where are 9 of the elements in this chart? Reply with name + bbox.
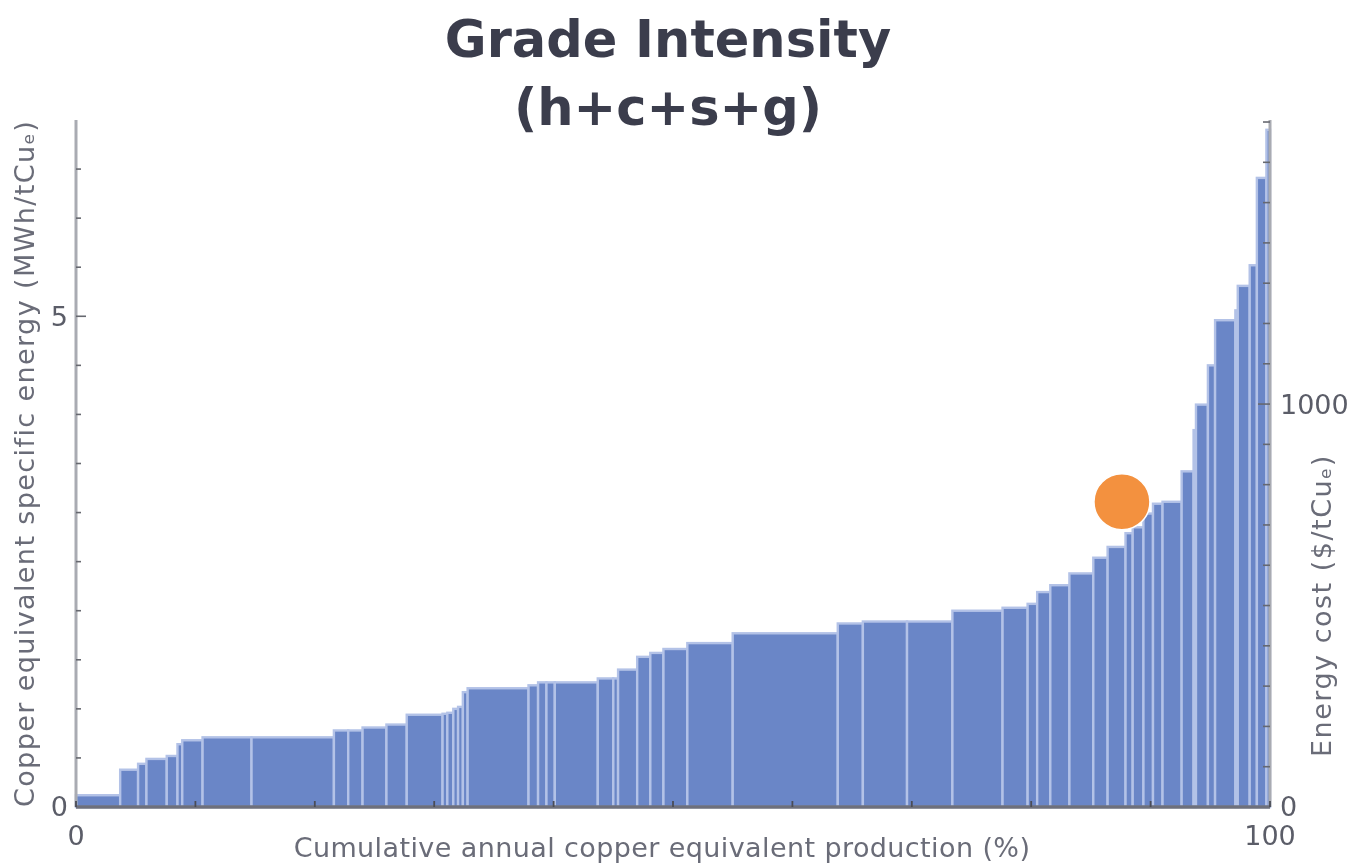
x-axis-title: Cumulative annual copper equivalent production (%) <box>293 832 1031 863</box>
y-tick-label: 5 <box>50 300 68 332</box>
y2-tick-label: 1000 <box>1280 388 1349 420</box>
y-axis-title: Copper equivalent specific energy (MWh/tCuₑ) <box>9 119 40 808</box>
y2-tick-label: 0 <box>1280 791 1298 823</box>
chart-title: Grade Intensity <box>444 10 892 69</box>
chart-subtitle: (h+c+s+g) <box>513 78 823 137</box>
x-tick-label: 100 <box>1244 820 1296 851</box>
y2-axis-title: Energy cost ($/tCuₑ) <box>1306 454 1337 757</box>
